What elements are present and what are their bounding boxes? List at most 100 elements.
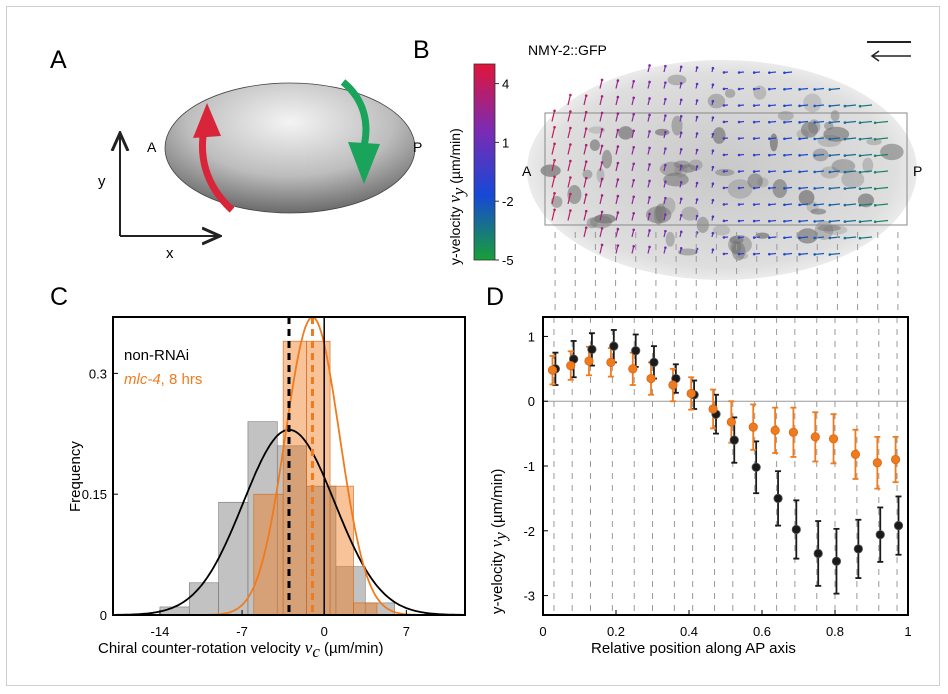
- velocity-arrowhead: [695, 148, 699, 152]
- velocity-arrowhead: [616, 211, 620, 214]
- velocity-arrowhead: [695, 198, 699, 201]
- velocity-arrow: [859, 120, 873, 124]
- c-xtick-label: -7: [236, 624, 248, 639]
- myosin-focus: [618, 126, 634, 140]
- velocity-arrow: [814, 87, 825, 91]
- velocity-arrowhead: [813, 170, 816, 174]
- velocity-arrowhead: [584, 160, 588, 163]
- velocity-arrow: [615, 113, 619, 122]
- myosin-focus: [663, 172, 689, 187]
- velocity-arrow: [799, 203, 809, 206]
- data-point-mlc4: [566, 360, 576, 371]
- velocity-arrowhead: [858, 170, 862, 174]
- velocity-arrowhead: [553, 175, 556, 179]
- velocity-arrow: [551, 176, 556, 188]
- velocity-arrow: [599, 96, 603, 106]
- velocity-arrow: [567, 127, 571, 139]
- velocity-arrow: [551, 143, 556, 155]
- velocity-arrowhead: [711, 66, 715, 70]
- velocity-arrow: [859, 104, 873, 107]
- velocity-arrow: [567, 111, 571, 122]
- velocity-arrowhead: [664, 213, 667, 216]
- velocity-arrowhead: [783, 203, 786, 207]
- velocity-arrowhead: [828, 88, 832, 91]
- embryo-shape: [164, 82, 416, 214]
- velocity-arrowhead: [828, 187, 832, 190]
- velocity-arrowhead: [600, 227, 604, 230]
- velocity-arrowhead: [813, 104, 816, 108]
- velocity-arrowhead: [584, 226, 588, 229]
- velocity-arrow: [875, 170, 889, 173]
- velocity-arrowhead: [722, 252, 726, 256]
- velocity-arrowhead: [648, 179, 651, 183]
- velocity-arrowhead: [828, 121, 832, 124]
- velocity-arrowhead: [569, 126, 572, 130]
- velocity-arrowhead: [737, 236, 741, 239]
- axis-y-label: y: [98, 173, 106, 190]
- velocity-arrowhead: [600, 111, 604, 115]
- velocity-arrowhead: [858, 220, 862, 224]
- velocity-arrowhead: [798, 154, 801, 157]
- data-point-non-rnai: [893, 520, 904, 531]
- velocity-arrowhead: [873, 121, 877, 125]
- data-point-non-rnai: [631, 346, 641, 356]
- myosin-focus: [715, 168, 735, 177]
- myosin-focus: [724, 88, 736, 98]
- velocity-arrowhead: [679, 65, 683, 69]
- data-point-mlc4: [890, 454, 901, 465]
- velocity-arrowhead: [616, 95, 620, 99]
- red-arrowhead: [193, 103, 221, 138]
- velocity-arrowhead: [798, 203, 801, 207]
- velocity-arrowhead: [664, 180, 667, 183]
- velocity-arrowhead: [768, 104, 771, 107]
- velocity-arrowhead: [783, 186, 786, 190]
- myosin-focus: [655, 128, 670, 136]
- velocity-arrowhead: [828, 203, 832, 207]
- velocity-arrow: [567, 94, 571, 106]
- velocity-arrowhead: [711, 198, 715, 202]
- velocity-arrow: [859, 170, 873, 173]
- c-ytick-label: 0.3: [89, 366, 107, 381]
- colorbar-tick-label: 1: [502, 135, 509, 150]
- velocity-arrowhead: [783, 219, 786, 223]
- velocity-arrowhead: [783, 120, 786, 124]
- c-xtick-label: 0: [321, 624, 328, 639]
- velocity-arrowhead: [737, 170, 741, 173]
- velocity-arrow: [859, 236, 873, 239]
- myosin-focus: [841, 170, 865, 189]
- velocity-arrowhead: [768, 236, 771, 239]
- anterior-label: A: [147, 139, 157, 155]
- velocity-arrowhead: [752, 153, 756, 157]
- myosin-focus: [586, 217, 598, 229]
- velocity-arrowhead: [783, 170, 786, 174]
- velocity-arrowhead: [569, 143, 572, 146]
- myosin-focus: [866, 138, 882, 146]
- velocity-arrowhead: [711, 99, 715, 103]
- velocity-arrowhead: [616, 194, 620, 198]
- velocity-arrowhead: [679, 148, 683, 151]
- velocity-arrow: [615, 179, 619, 188]
- data-point-non-rnai: [587, 344, 597, 354]
- velocity-arrow: [599, 244, 603, 254]
- data-point-mlc4: [668, 380, 678, 390]
- c-ylabel: Frequency: [67, 441, 84, 512]
- velocity-arrowhead: [679, 247, 683, 250]
- velocity-arrowhead: [722, 219, 726, 223]
- d-xtick-label: 0: [539, 624, 546, 639]
- velocity-arrowhead: [648, 163, 651, 166]
- figure-frame: [6, 6, 940, 686]
- velocity-arrow: [829, 120, 841, 124]
- velocity-arrowhead: [813, 203, 816, 207]
- velocity-arrowhead: [737, 252, 741, 256]
- velocity-arrowhead: [858, 154, 862, 158]
- velocity-arrowhead: [695, 214, 699, 218]
- velocity-arrowhead: [648, 212, 651, 216]
- velocity-arrowhead: [798, 220, 801, 223]
- velocity-arrowhead: [584, 209, 588, 213]
- velocity-arrowhead: [632, 112, 636, 116]
- myosin-focus: [540, 164, 561, 177]
- velocity-arrowhead: [600, 78, 604, 82]
- posterior-label: P: [413, 139, 422, 155]
- velocity-arrow: [814, 203, 825, 206]
- velocity-arrowhead: [695, 115, 699, 119]
